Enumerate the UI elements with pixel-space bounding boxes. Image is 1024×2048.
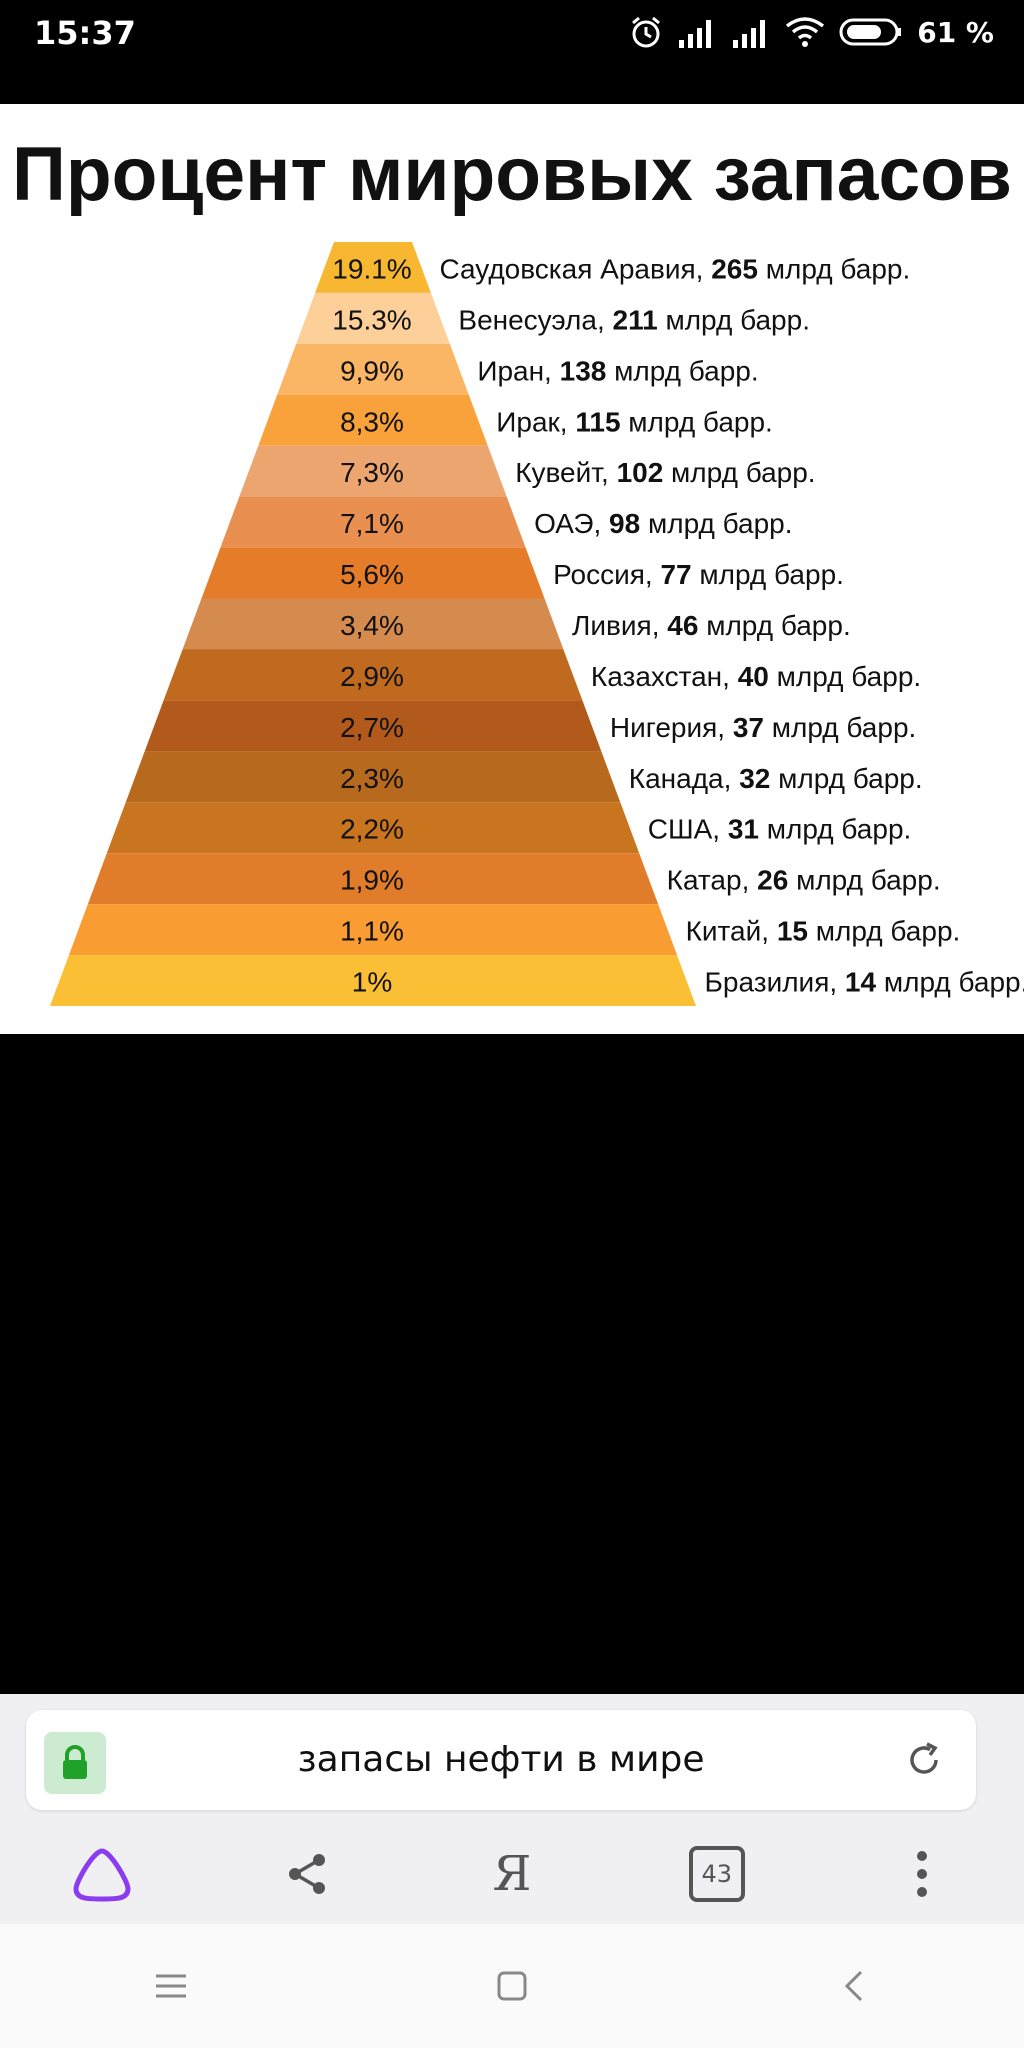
pyramid-band — [258, 394, 488, 446]
country-label: Канада, 32 млрд барр. — [629, 763, 923, 794]
band-percent-label: 2,2% — [340, 814, 404, 845]
band-percent-label: 3,4% — [340, 610, 404, 641]
share-button[interactable] — [247, 1829, 367, 1919]
country-label: Бразилия, 14 млрд барр. — [705, 967, 1024, 998]
country-label: Китай, 15 млрд барр. — [686, 916, 961, 947]
more-menu-button[interactable] — [862, 1829, 982, 1919]
share-icon — [289, 1854, 326, 1894]
country-label: США, 31 млрд барр. — [648, 814, 912, 845]
pyramid-band — [50, 955, 696, 1006]
wifi-icon — [786, 17, 825, 47]
country-label: Катар, 26 млрд барр. — [667, 865, 941, 896]
navigation-bar — [0, 1924, 1024, 2048]
band-percent-label: 15.3% — [332, 304, 411, 335]
signal-icon — [679, 20, 712, 48]
band-percent-label: 2,3% — [340, 763, 404, 794]
band-percent-label: 1,1% — [340, 916, 404, 947]
band-percent-label: 1% — [352, 967, 392, 998]
country-label: Ирак, 115 млрд барр. — [496, 406, 773, 437]
band-percent-label: 19.1% — [332, 253, 411, 284]
pyramid-band — [163, 649, 583, 701]
content-background — [0, 1034, 1024, 1694]
battery-icon — [839, 18, 902, 46]
band-percent-label: 8,3% — [340, 406, 404, 437]
country-label: Ливия, 46 млрд барр. — [572, 610, 851, 641]
signal-icon — [733, 20, 766, 48]
pyramid-band — [201, 547, 545, 599]
pyramid-labels: 19.1% Саудовская Аравия, 265 млрд барр. 15… — [332, 253, 1024, 997]
country-label: Россия, 77 млрд барр. — [553, 559, 844, 590]
menu-icon — [155, 1974, 186, 1998]
content-image[interactable]: Процент мировых запасов 19.1% Саудовская … — [0, 104, 1024, 1034]
pyramid-band — [315, 242, 431, 293]
pyramid-band — [239, 445, 507, 497]
status-time: 15:37 — [34, 14, 136, 52]
alice-button[interactable] — [42, 1829, 162, 1919]
country-label: ОАЭ, 98 млрд барр. — [534, 508, 792, 539]
pyramid-band — [144, 700, 602, 752]
band-percent-label: 2,7% — [340, 712, 404, 743]
pyramid-band — [68, 904, 678, 956]
band-percent-label: 2,9% — [340, 661, 404, 692]
pyramid-band — [182, 598, 564, 650]
browser-toolbar: Я 43 — [0, 1824, 1024, 1924]
home-button[interactable] — [452, 1941, 572, 2031]
back-button[interactable] — [793, 1941, 913, 2031]
browser-panel: запасы нефти в мире Я 43 — [0, 1694, 1024, 1924]
tabs-button[interactable]: 43 — [657, 1829, 777, 1919]
status-icons: 61 % — [629, 12, 994, 52]
tabs-count: 43 — [688, 1846, 745, 1902]
back-icon — [845, 1970, 863, 2002]
menu-button[interactable] — [111, 1941, 231, 2031]
pyramid-chart: Процент мировых запасов 19.1% Саудовская … — [12, 132, 1024, 1006]
yandex-button[interactable]: Я — [452, 1829, 572, 1919]
lock-icon[interactable] — [44, 1732, 106, 1794]
pyramid-band — [220, 496, 526, 548]
band-percent-label: 7,3% — [340, 457, 404, 488]
country-label: Иран, 138 млрд барр. — [477, 355, 758, 386]
country-label: Саудовская Аравия, 265 млрд барр. — [439, 253, 910, 284]
pyramid-band — [87, 853, 659, 905]
home-icon — [497, 1971, 527, 2001]
pyramid-band — [125, 751, 621, 803]
country-label: Кувейт, 102 млрд барр. — [515, 457, 815, 488]
pyramid-band — [106, 802, 640, 854]
country-label: Нигерия, 37 млрд барр. — [610, 712, 916, 743]
search-query-text[interactable]: запасы нефти в мире — [297, 1739, 705, 1780]
alarm-icon — [632, 16, 661, 48]
battery-percent: 61 % — [917, 15, 994, 49]
band-percent-label: 1,9% — [340, 865, 404, 896]
pyramid-bands — [50, 242, 696, 1006]
address-bar[interactable]: запасы нефти в мире — [26, 1710, 976, 1810]
country-label: Казахстан, 40 млрд барр. — [591, 661, 921, 692]
band-percent-label: 9,9% — [340, 355, 404, 386]
alice-icon — [73, 1848, 131, 1902]
chart-title: Процент мировых запасов — [12, 132, 1012, 217]
band-percent-label: 5,6% — [340, 559, 404, 590]
country-label: Венесуэла, 211 млрд барр. — [458, 304, 810, 335]
pyramid-band — [296, 292, 450, 344]
status-bar: 15:37 61 % — [0, 0, 1024, 104]
band-percent-label: 7,1% — [340, 508, 404, 539]
reload-icon[interactable] — [902, 1738, 946, 1782]
pyramid-band — [277, 343, 469, 395]
more-vertical-icon — [916, 1851, 927, 1897]
yandex-logo: Я — [492, 1846, 532, 1902]
